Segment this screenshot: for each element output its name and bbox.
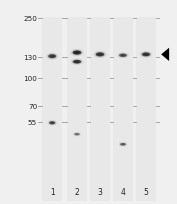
Ellipse shape [120, 143, 126, 146]
Ellipse shape [49, 122, 55, 125]
Ellipse shape [47, 54, 57, 60]
Ellipse shape [75, 61, 79, 63]
Text: 250: 250 [23, 16, 37, 22]
Ellipse shape [96, 53, 104, 57]
Polygon shape [161, 49, 169, 62]
Text: 4: 4 [121, 187, 125, 196]
Text: 3: 3 [98, 187, 102, 196]
Ellipse shape [144, 54, 148, 56]
Ellipse shape [76, 134, 78, 135]
Ellipse shape [75, 52, 79, 54]
Ellipse shape [49, 122, 55, 125]
Ellipse shape [75, 134, 79, 135]
Ellipse shape [142, 53, 150, 57]
Ellipse shape [72, 60, 82, 65]
Ellipse shape [119, 54, 127, 58]
Text: 55: 55 [28, 120, 37, 126]
Ellipse shape [119, 143, 127, 146]
Text: 130: 130 [23, 55, 37, 61]
Ellipse shape [50, 55, 55, 58]
Ellipse shape [118, 142, 128, 147]
Ellipse shape [71, 59, 83, 66]
Ellipse shape [73, 133, 81, 136]
Ellipse shape [50, 122, 54, 124]
Ellipse shape [72, 50, 82, 56]
Ellipse shape [73, 61, 81, 64]
Ellipse shape [73, 51, 81, 55]
Ellipse shape [142, 53, 150, 57]
Ellipse shape [140, 52, 152, 59]
Ellipse shape [73, 60, 81, 64]
Bar [136, 18, 156, 201]
Ellipse shape [74, 133, 80, 136]
Ellipse shape [46, 53, 58, 61]
Ellipse shape [51, 122, 54, 124]
Ellipse shape [121, 55, 125, 57]
Ellipse shape [120, 143, 126, 146]
Bar [113, 18, 133, 201]
Ellipse shape [141, 52, 151, 58]
Text: 2: 2 [75, 187, 79, 196]
Text: 70: 70 [28, 103, 37, 109]
Ellipse shape [97, 54, 103, 57]
Text: 1: 1 [50, 187, 55, 196]
Ellipse shape [144, 54, 149, 57]
Ellipse shape [47, 120, 57, 126]
Ellipse shape [117, 53, 129, 59]
Ellipse shape [70, 50, 84, 57]
Ellipse shape [121, 55, 125, 57]
Ellipse shape [75, 61, 79, 64]
Ellipse shape [121, 144, 125, 145]
Ellipse shape [73, 51, 81, 55]
Bar [42, 18, 62, 201]
Ellipse shape [119, 54, 127, 58]
Ellipse shape [98, 54, 102, 56]
Ellipse shape [48, 121, 56, 125]
Bar [90, 18, 110, 201]
Text: 100: 100 [23, 76, 37, 82]
Ellipse shape [48, 55, 56, 59]
Ellipse shape [93, 51, 107, 59]
Text: 5: 5 [144, 187, 149, 196]
Ellipse shape [96, 53, 104, 57]
Ellipse shape [95, 52, 105, 58]
Ellipse shape [48, 55, 56, 59]
Ellipse shape [50, 56, 54, 58]
Ellipse shape [122, 144, 124, 145]
Ellipse shape [118, 54, 128, 59]
Ellipse shape [74, 52, 80, 55]
Bar [67, 18, 87, 201]
Ellipse shape [74, 133, 80, 136]
